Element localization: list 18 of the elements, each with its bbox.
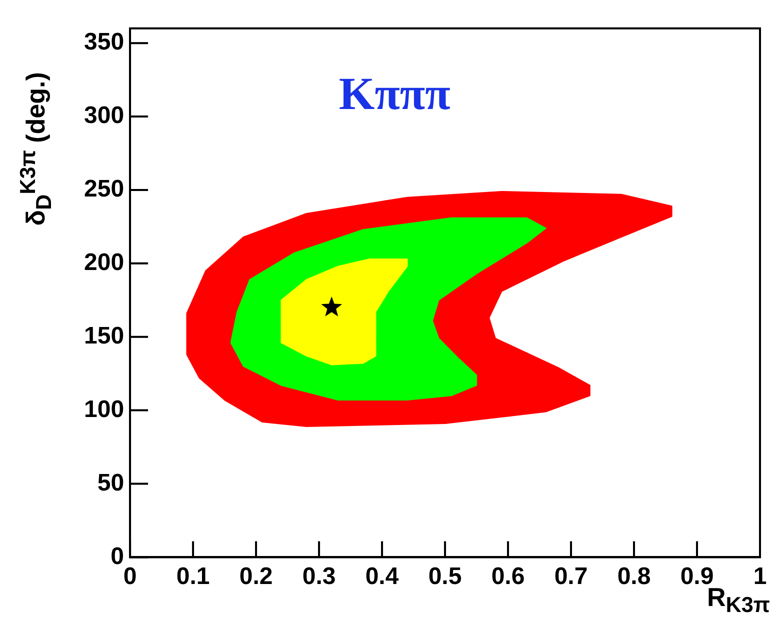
y-tick-label: 300 [84, 102, 124, 130]
x-tick-label: 0.7 [554, 563, 588, 590]
y-tick-label: 150 [84, 322, 124, 350]
x-tick-label: 0.6 [491, 563, 525, 590]
x-tick-label: 0.2 [239, 563, 273, 590]
y-tick-label: 350 [84, 28, 124, 56]
y-tick-label: 0 [110, 542, 124, 570]
x-tick-label: 0.3 [302, 563, 336, 590]
x-tick-label: 0.1 [176, 563, 210, 590]
y-tick-label: 200 [84, 249, 124, 276]
text: Kπππ [338, 68, 450, 120]
y-tick-label: 100 [84, 396, 124, 423]
y-tick-label: 50 [97, 469, 124, 496]
y-tick-label: 250 [84, 176, 124, 203]
x-tick-label: 1 [753, 563, 767, 590]
x-tick-label: 0.4 [365, 563, 400, 590]
x-tick-label: 0.5 [428, 563, 462, 590]
x-tick-label: 0.8 [617, 563, 651, 590]
